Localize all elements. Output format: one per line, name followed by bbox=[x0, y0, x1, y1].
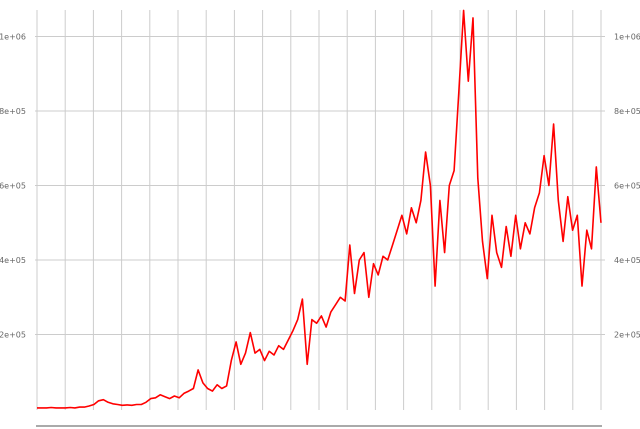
grid bbox=[35, 10, 605, 410]
y-tick-label-right: 4e+05 bbox=[614, 256, 640, 265]
y-tick-label-left: 6e+05 bbox=[0, 182, 26, 191]
y-axis-right: 1e+06 8e+05 6e+05 4e+05 2e+05 bbox=[614, 33, 640, 340]
y-tick-label-left: 8e+05 bbox=[0, 107, 26, 116]
series-line bbox=[37, 9, 602, 409]
y-tick-label-right: 2e+05 bbox=[614, 331, 640, 340]
y-tick-label-right: 1e+06 bbox=[614, 33, 640, 42]
y-tick-label-right: 6e+05 bbox=[614, 182, 640, 191]
y-tick-label-left: 4e+05 bbox=[0, 256, 26, 265]
y-tick-label-left: 2e+05 bbox=[0, 331, 26, 340]
y-tick-label-left: 1e+06 bbox=[0, 33, 26, 42]
y-axis-left: 1e+06 8e+05 6e+05 4e+05 2e+05 bbox=[0, 33, 26, 340]
y-tick-label-right: 8e+05 bbox=[614, 107, 640, 116]
